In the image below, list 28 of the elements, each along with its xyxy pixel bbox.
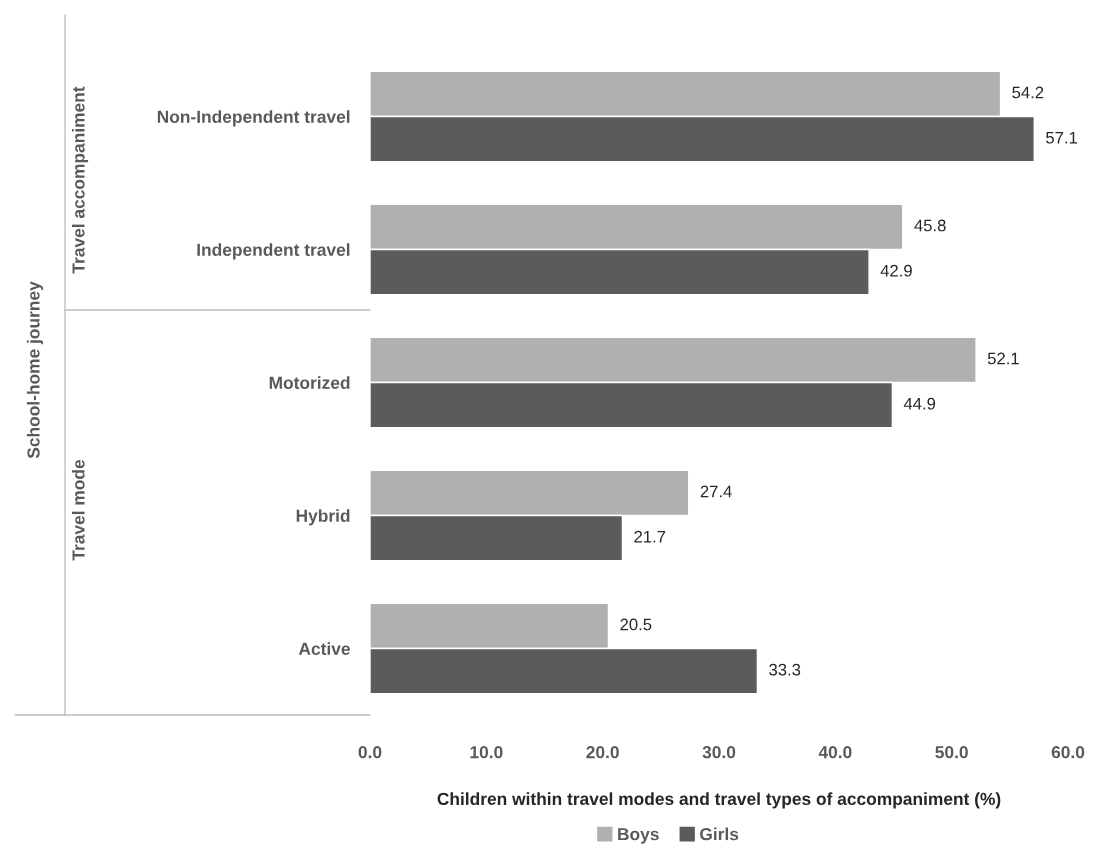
y-tick-label: Active bbox=[298, 642, 350, 655]
x-tick-label: 20.0 bbox=[586, 746, 619, 759]
text: School-home journey bbox=[26, 281, 44, 459]
legend-label: Boys bbox=[618, 828, 659, 844]
x-axis-title: Children within travel modes and travel types of accompaniment (%) bbox=[437, 792, 1001, 809]
text: Travel mode bbox=[71, 459, 85, 561]
y-tick-label: Independent travel bbox=[197, 243, 350, 260]
data-label: 57.1 bbox=[1046, 131, 1077, 144]
y-tick-label: Hybrid bbox=[296, 509, 350, 526]
x-tick-label: 30.0 bbox=[702, 746, 736, 759]
x-tick-label: 50.0 bbox=[935, 746, 968, 759]
y-tick-label: Non-Independent travel bbox=[157, 110, 350, 127]
legend-label: Girls bbox=[700, 827, 739, 841]
data-label: 27.4 bbox=[700, 485, 732, 498]
x-tick-label: 0.0 bbox=[358, 746, 382, 759]
y-tick-label: Motorized bbox=[269, 376, 350, 389]
data-label: 54.2 bbox=[1012, 86, 1044, 99]
text: Travel accompaniment bbox=[71, 86, 89, 274]
data-label: 33.3 bbox=[769, 663, 801, 676]
data-label: 21.7 bbox=[634, 530, 666, 543]
data-label: 45.8 bbox=[914, 219, 946, 232]
data-label: 20.5 bbox=[620, 618, 652, 631]
x-tick-label: 60.0 bbox=[1051, 746, 1085, 759]
x-tick-label: 40.0 bbox=[818, 746, 852, 759]
data-label: 44.9 bbox=[903, 397, 936, 410]
data-label: 52.1 bbox=[987, 352, 1019, 365]
data-label: 42.9 bbox=[880, 264, 912, 277]
x-tick-label: 10.0 bbox=[470, 746, 503, 759]
